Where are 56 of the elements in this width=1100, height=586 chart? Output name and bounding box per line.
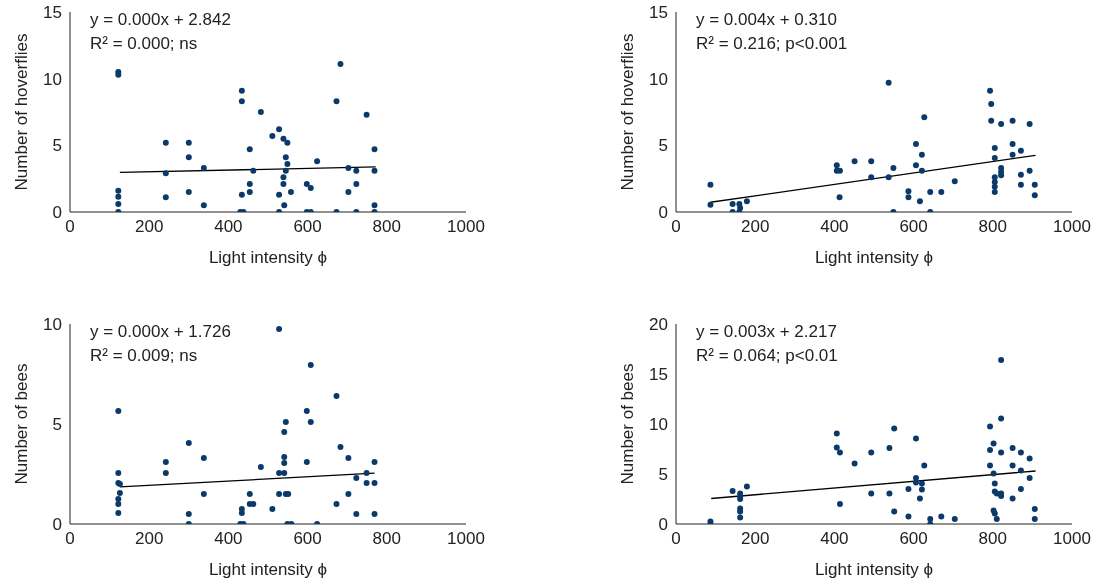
y-tick-label: 0 [658,203,668,223]
annotation: y = 0.000x + 1.726 [90,321,231,343]
x-tick-label: 800 [372,217,401,237]
y-tick-label: 20 [649,315,668,335]
y-tick-label: 5 [52,136,62,156]
x-tick-label: 400 [820,529,849,549]
x-tick-label: 0 [65,217,75,237]
annotation: R² = 0.216; p<0.001 [696,33,848,55]
y-tick-label: 0 [52,203,62,223]
x-tick-label: 800 [372,529,401,549]
y-tick-label: 15 [649,3,668,23]
y-tick-label: 10 [43,315,62,335]
x-axis-title: Light intensity ϕ [207,560,329,580]
x-tick-label: 200 [741,529,770,549]
x-tick-label: 200 [135,529,164,549]
x-tick-label: 400 [214,217,243,237]
x-tick-label: 400 [214,529,243,549]
x-tick-label: 0 [671,217,681,237]
y-axis-title: Number of bees [12,363,32,485]
y-tick-label: 15 [43,3,62,23]
x-tick-label: 1000 [447,529,485,549]
x-tick-label: 800 [978,529,1007,549]
x-tick-label: 0 [671,529,681,549]
y-axis-title: Number of hoverflies [12,33,32,191]
y-tick-label: 5 [658,136,668,156]
x-tick-label: 1000 [447,217,485,237]
x-tick-label: 600 [293,217,322,237]
x-tick-label: 600 [293,529,322,549]
x-tick-label: 0 [65,529,75,549]
x-tick-label: 600 [899,529,928,549]
x-tick-label: 1000 [1053,217,1091,237]
annotation: R² = 0.009; ns [90,345,199,367]
y-tick-label: 0 [52,515,62,535]
annotation: R² = 0.064; p<0.01 [696,345,838,367]
y-tick-label: 5 [658,465,668,485]
y-tick-label: 10 [649,69,668,89]
x-tick-label: 800 [978,217,1007,237]
x-axis-title: Light intensity ϕ [207,248,329,268]
x-tick-label: 200 [741,217,770,237]
annotation: y = 0.000x + 2.842 [90,9,231,31]
x-axis-title: Light intensity ϕ [813,248,935,268]
y-axis-title: Number of bees [618,363,638,485]
x-axis-title: Light intensity ϕ [813,560,935,580]
annotation: y = 0.004x + 0.310 [696,9,838,31]
annotation: R² = 0.000; ns [90,33,199,55]
x-tick-label: 400 [820,217,849,237]
y-tick-label: 5 [52,415,62,435]
x-tick-label: 1000 [1053,529,1091,549]
y-tick-label: 10 [43,69,62,89]
y-tick-label: 0 [658,515,668,535]
annotation: y = 0.003x + 2.217 [696,321,838,343]
y-axis-title: Number of hoverflies [618,33,638,191]
y-tick-label: 10 [649,415,668,435]
x-tick-label: 200 [135,217,164,237]
x-tick-label: 600 [899,217,928,237]
y-tick-label: 15 [649,365,668,385]
